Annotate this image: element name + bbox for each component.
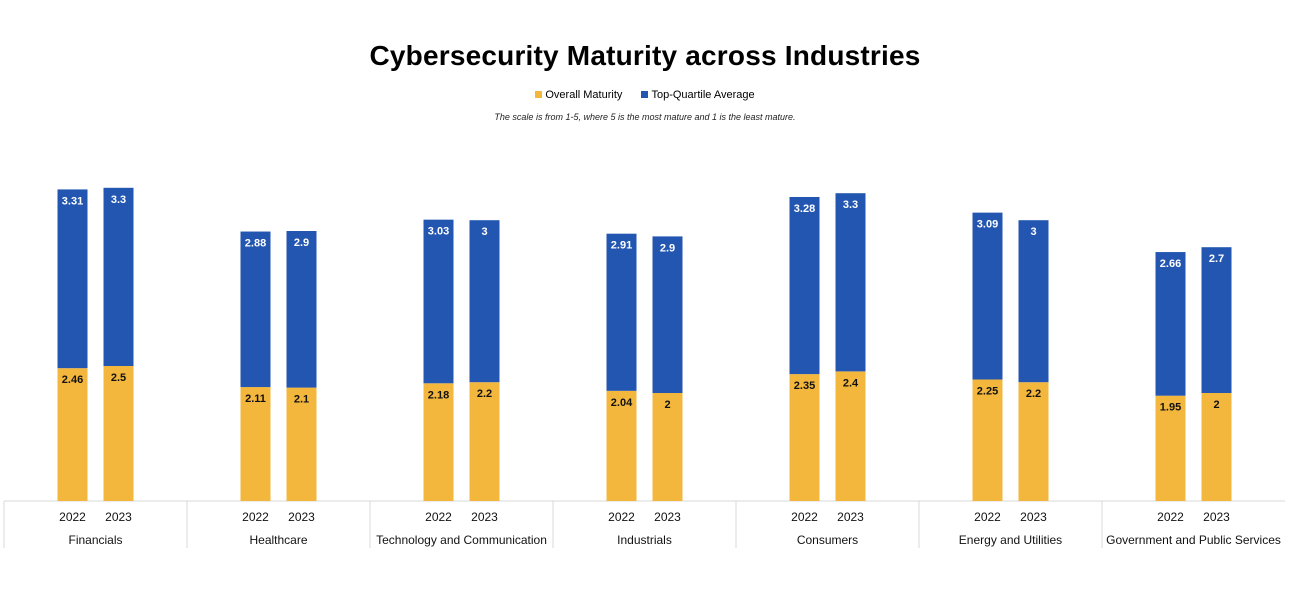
legend: Overall Maturity Top-Quartile Average [0,89,1290,101]
x-tick-label: 2022 [974,510,1001,524]
bar-overall-maturity [103,366,134,501]
x-tick-label: 2022 [608,510,635,524]
x-tick-label: 2022 [242,510,269,524]
bar-top-quartile-average [423,219,454,384]
bar-overall-maturity [1201,393,1232,501]
data-label: 3.03 [428,226,449,238]
legend-swatch-overall-maturity [535,91,543,98]
x-tick-label: 2022 [1157,510,1184,524]
bar-overall-maturity [469,382,500,501]
x-tick-label: 2023 [288,510,315,524]
bar-overall-maturity [835,371,866,501]
bar-top-quartile-average [469,220,500,383]
bar-overall-maturity [972,379,1003,501]
legend-item-top-quartile-average: Top-Quartile Average [641,89,755,101]
data-label: 2 [1213,399,1219,411]
data-label: 3.09 [977,219,998,231]
legend-label-top-quartile-average: Top-Quartile Average [651,89,755,101]
group-label: Energy and Utilities [959,533,1062,547]
bar-overall-maturity [423,383,454,501]
group-label: Government and Public Services [1106,533,1281,547]
bar-top-quartile-average [1155,252,1186,396]
x-tick-label: 2023 [105,510,132,524]
data-label: 2.4 [843,377,859,389]
bar-top-quartile-average [972,212,1003,380]
chart-title: Cybersecurity Maturity across Industries [369,40,921,71]
chart-subtitle: The scale is from 1-5, where 5 is the mo… [494,112,796,122]
bar-top-quartile-average [240,231,271,388]
data-label: 3.31 [62,195,83,207]
data-label: 2.11 [245,393,266,405]
data-label: 2 [664,399,670,411]
data-label: 2.66 [1160,258,1181,270]
bar-overall-maturity [606,390,637,501]
bar-top-quartile-average [57,189,88,369]
x-tick-label: 2022 [59,510,86,524]
data-label: 3.28 [794,203,815,215]
bar-top-quartile-average [835,193,866,372]
data-label: 2.25 [977,386,998,398]
group-label: Technology and Communication [376,533,547,547]
data-label: 1.95 [1160,402,1181,414]
legend-label-overall-maturity: Overall Maturity [545,89,623,101]
group-label: Industrials [617,533,672,547]
bar-top-quartile-average [286,231,317,388]
bar-overall-maturity [789,374,820,501]
x-tick-label: 2023 [1020,510,1047,524]
bar-top-quartile-average [789,196,820,375]
data-label: 2.5 [111,372,126,384]
data-label: 3.3 [843,199,858,211]
bar-top-quartile-average [1018,220,1049,383]
bar-overall-maturity [240,387,271,501]
bar-top-quartile-average [1201,247,1232,393]
x-tick-label: 2023 [471,510,498,524]
bar-top-quartile-average [103,187,134,366]
data-label: 2.9 [294,237,309,249]
bar-overall-maturity [57,368,88,501]
data-label: 2.2 [477,388,492,400]
bar-top-quartile-average [606,233,637,391]
bar-top-quartile-average [652,236,683,393]
bar-overall-maturity [652,393,683,501]
bar-overall-maturity [286,387,317,501]
data-label: 3.3 [111,194,126,206]
group-label: Financials [68,533,122,547]
data-label: 2.1 [294,394,309,406]
bar-overall-maturity [1155,395,1186,501]
data-label: 2.18 [428,389,449,401]
data-label: 2.35 [794,380,815,392]
x-tick-label: 2023 [654,510,681,524]
group-label: Consumers [797,533,858,547]
legend-swatch-top-quartile-average [641,91,649,98]
group-label: Healthcare [249,533,307,547]
data-label: 2.9 [660,242,675,254]
data-label: 2.7 [1209,253,1224,265]
x-tick-label: 2023 [837,510,864,524]
bar-overall-maturity [1018,382,1049,501]
data-label: 2.2 [1026,388,1041,400]
data-label: 3 [481,226,487,238]
data-label: 2.91 [611,240,632,252]
data-label: 2.04 [611,397,633,409]
x-tick-label: 2022 [791,510,818,524]
x-tick-label: 2022 [425,510,452,524]
data-label: 3 [1030,226,1036,238]
data-label: 2.88 [245,238,266,250]
data-label: 2.46 [62,374,83,386]
legend-item-overall-maturity: Overall Maturity [535,89,622,101]
x-tick-label: 2023 [1203,510,1230,524]
